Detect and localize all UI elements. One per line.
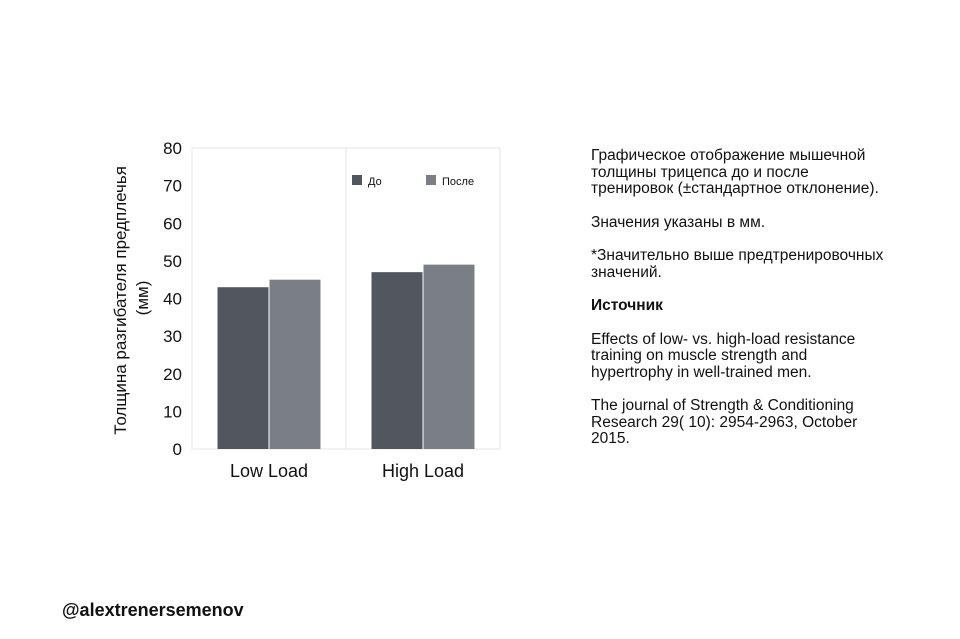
bar [269,279,321,449]
y-axis-label-line-2: (мм) [133,281,152,316]
source-journal: The journal of Strength & Conditioning R… [591,397,858,447]
y-tick-label: 50 [163,252,182,271]
description-paragraph: Графическое отображение мышечной толщины… [591,147,879,197]
y-tick-label: 0 [173,440,182,459]
y-axis-label-line-1: Толщина разгибателя предплечья [111,166,130,435]
x-category-label: Low Load [230,461,308,481]
y-tick-label: 20 [163,365,182,384]
y-tick-label: 70 [163,177,182,196]
bar [371,272,423,449]
source-title: Effects of low- vs. high-load resistance… [591,330,856,381]
description-panel: Графическое отображение мышечной толщины… [591,147,891,465]
legend-swatch [426,175,436,185]
y-tick-label: 30 [163,327,182,346]
y-tick-label: 60 [163,214,182,233]
bar [217,287,269,449]
x-category-label: High Load [382,461,464,481]
y-axis-label: Толщина разгибателя предплечья (мм) [111,161,152,434]
y-tick-label: 40 [163,290,182,309]
description-paragraph: *Значительно выше предтренировочных знач… [591,247,884,281]
y-tick-label: 10 [163,402,182,421]
author-handle: @alextrenersemenov [62,600,244,620]
legend-swatch [352,175,362,185]
legend-label: После [442,176,474,188]
bar [423,264,475,449]
description-paragraph: Значения указаны в мм. [591,213,766,231]
source-heading: Источник [591,297,663,314]
y-tick-label: 80 [163,139,182,158]
legend-label: До [368,176,382,188]
